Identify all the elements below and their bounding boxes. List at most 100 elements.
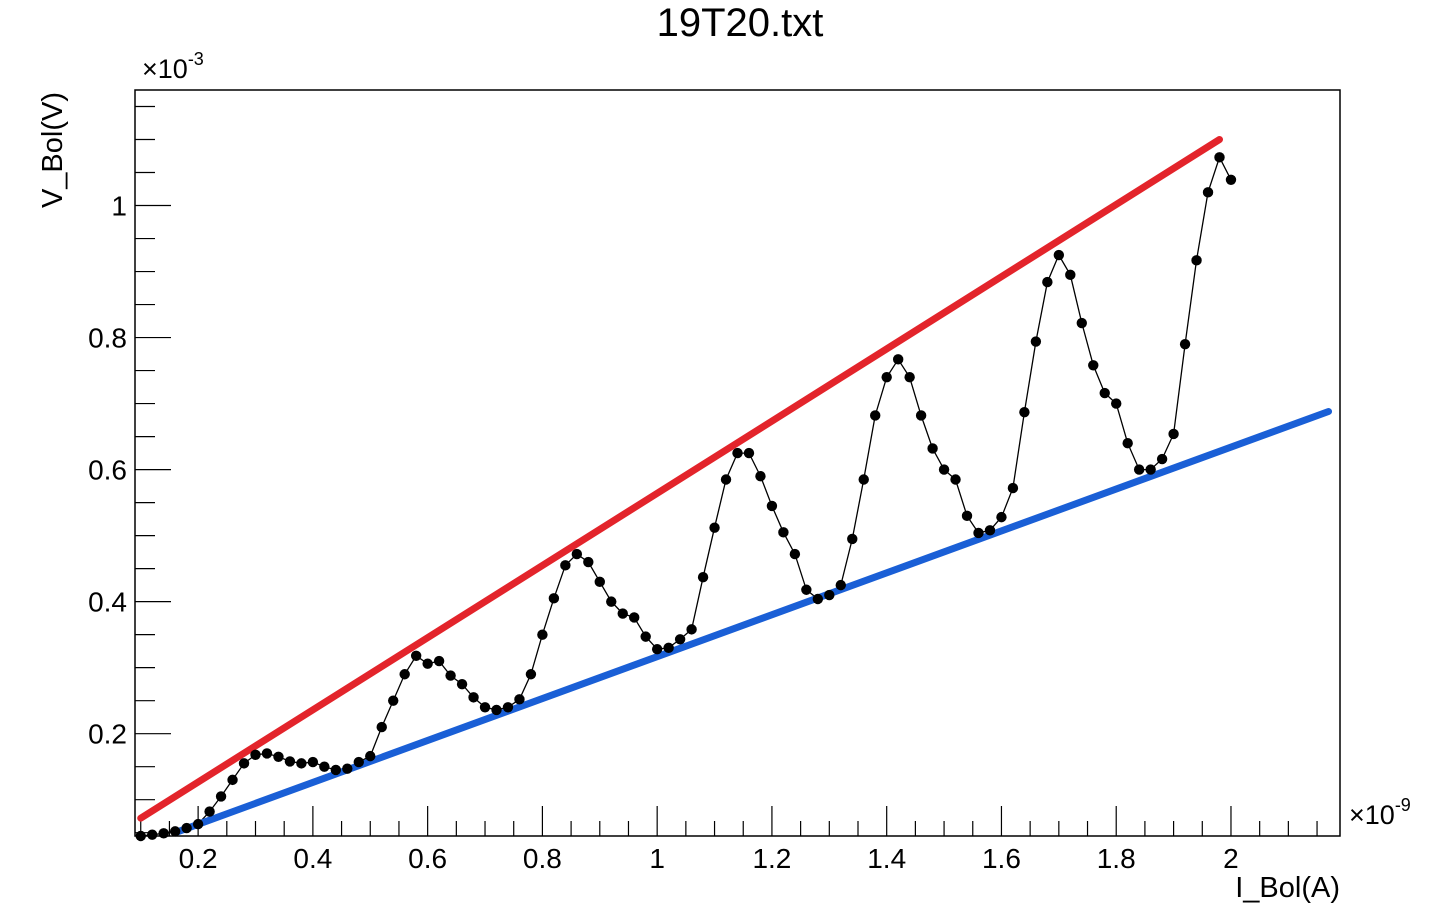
data-point [456,678,468,690]
data-point [743,447,755,459]
data-point [950,474,961,485]
data-point [686,624,697,635]
data-point [927,443,938,454]
data-point [445,670,456,681]
data-point [1076,317,1087,329]
data-point [858,474,869,485]
data-point [824,589,835,601]
data-point [261,748,273,759]
data-point [1179,338,1191,350]
data-point [353,756,364,768]
data-point [548,593,560,604]
data-point [238,758,250,769]
x-tick-label: 2 [1223,843,1239,874]
data-point [388,695,399,706]
data-point [1065,269,1076,281]
data-point [720,474,732,485]
data-point [915,410,927,421]
data-point [1214,152,1225,163]
data-point [147,829,158,840]
data-point [1042,276,1053,288]
y-axis-exponent-power: -3 [188,49,204,69]
data-point [319,761,330,772]
x-axis-exponent: ×10-9 [1349,795,1411,830]
data-point [1168,428,1179,440]
data-point [296,758,307,769]
data-point [560,560,571,571]
data-point [181,822,192,834]
data-point [766,500,778,512]
data-point [1053,249,1065,261]
y-tick-label: 0.8 [88,323,127,354]
x-tick-label: 1.4 [867,843,906,874]
data-point [514,694,525,705]
data-point [881,371,892,383]
data-point [284,756,296,767]
data-point [606,596,617,607]
data-point [422,658,433,669]
data-point [1156,453,1168,465]
data-point [1030,336,1042,347]
data-point [169,826,181,837]
data-point [571,548,583,560]
data-point [410,650,422,661]
y-tick-label: 0.2 [88,719,127,750]
data-point [755,471,766,482]
data-point [789,548,801,560]
x-tick-label: 1 [649,843,665,874]
data-point [651,643,663,655]
data-point [307,756,319,768]
data-point [583,556,594,568]
data-point [629,612,640,623]
data-point [135,830,146,842]
data-point [502,702,514,713]
data-point [365,750,376,762]
upper-envelope-line [137,136,1223,822]
data-point [491,704,502,716]
x-tick-label: 1.2 [752,843,791,874]
data-point [996,511,1007,523]
x-tick-label: 0.2 [179,843,218,874]
y-axis-exponent-base: ×10 [142,54,188,84]
data-point [330,764,342,776]
data-point [663,642,674,654]
data-point [215,791,227,802]
data-point [847,533,858,545]
data-point [1019,406,1030,418]
data-point [1007,482,1019,494]
x-tick-label: 1.8 [1097,843,1136,874]
data-point [1133,464,1145,475]
data-point [342,763,353,774]
y-tick-label: 0.6 [88,455,127,486]
x-tick-label: 0.6 [408,843,447,874]
data-point [812,593,824,605]
data-point [984,525,996,536]
y-axis-exponent: ×10-3 [142,49,204,84]
plot-frame [134,89,1341,837]
data-point [192,818,204,830]
data-point [904,371,915,383]
y-axis-ticks [135,105,171,834]
x-tick-label: 0.4 [293,843,332,874]
y-axis-label: V_Bol(V) [37,92,69,208]
data-point [961,510,973,522]
data-point [1122,437,1133,449]
y-tick-label: 0.4 [88,587,127,618]
data-point [250,749,261,760]
x-tick-label: 0.8 [523,843,562,874]
data-point [1088,360,1099,371]
data-point [1145,464,1156,475]
y-axis-tick-labels: 0.2 0.4 0.6 0.8 1 [88,191,127,750]
data-point [1191,255,1202,266]
data-point [1225,174,1237,185]
x-axis-label: I_Bol(A) [1235,872,1340,904]
data-point [227,774,238,786]
data-point [158,828,169,839]
data-point [697,572,709,583]
data-point [273,751,284,762]
data-point [376,721,387,733]
data-point [835,579,846,591]
data-point [892,354,904,365]
series-line [140,155,1232,837]
